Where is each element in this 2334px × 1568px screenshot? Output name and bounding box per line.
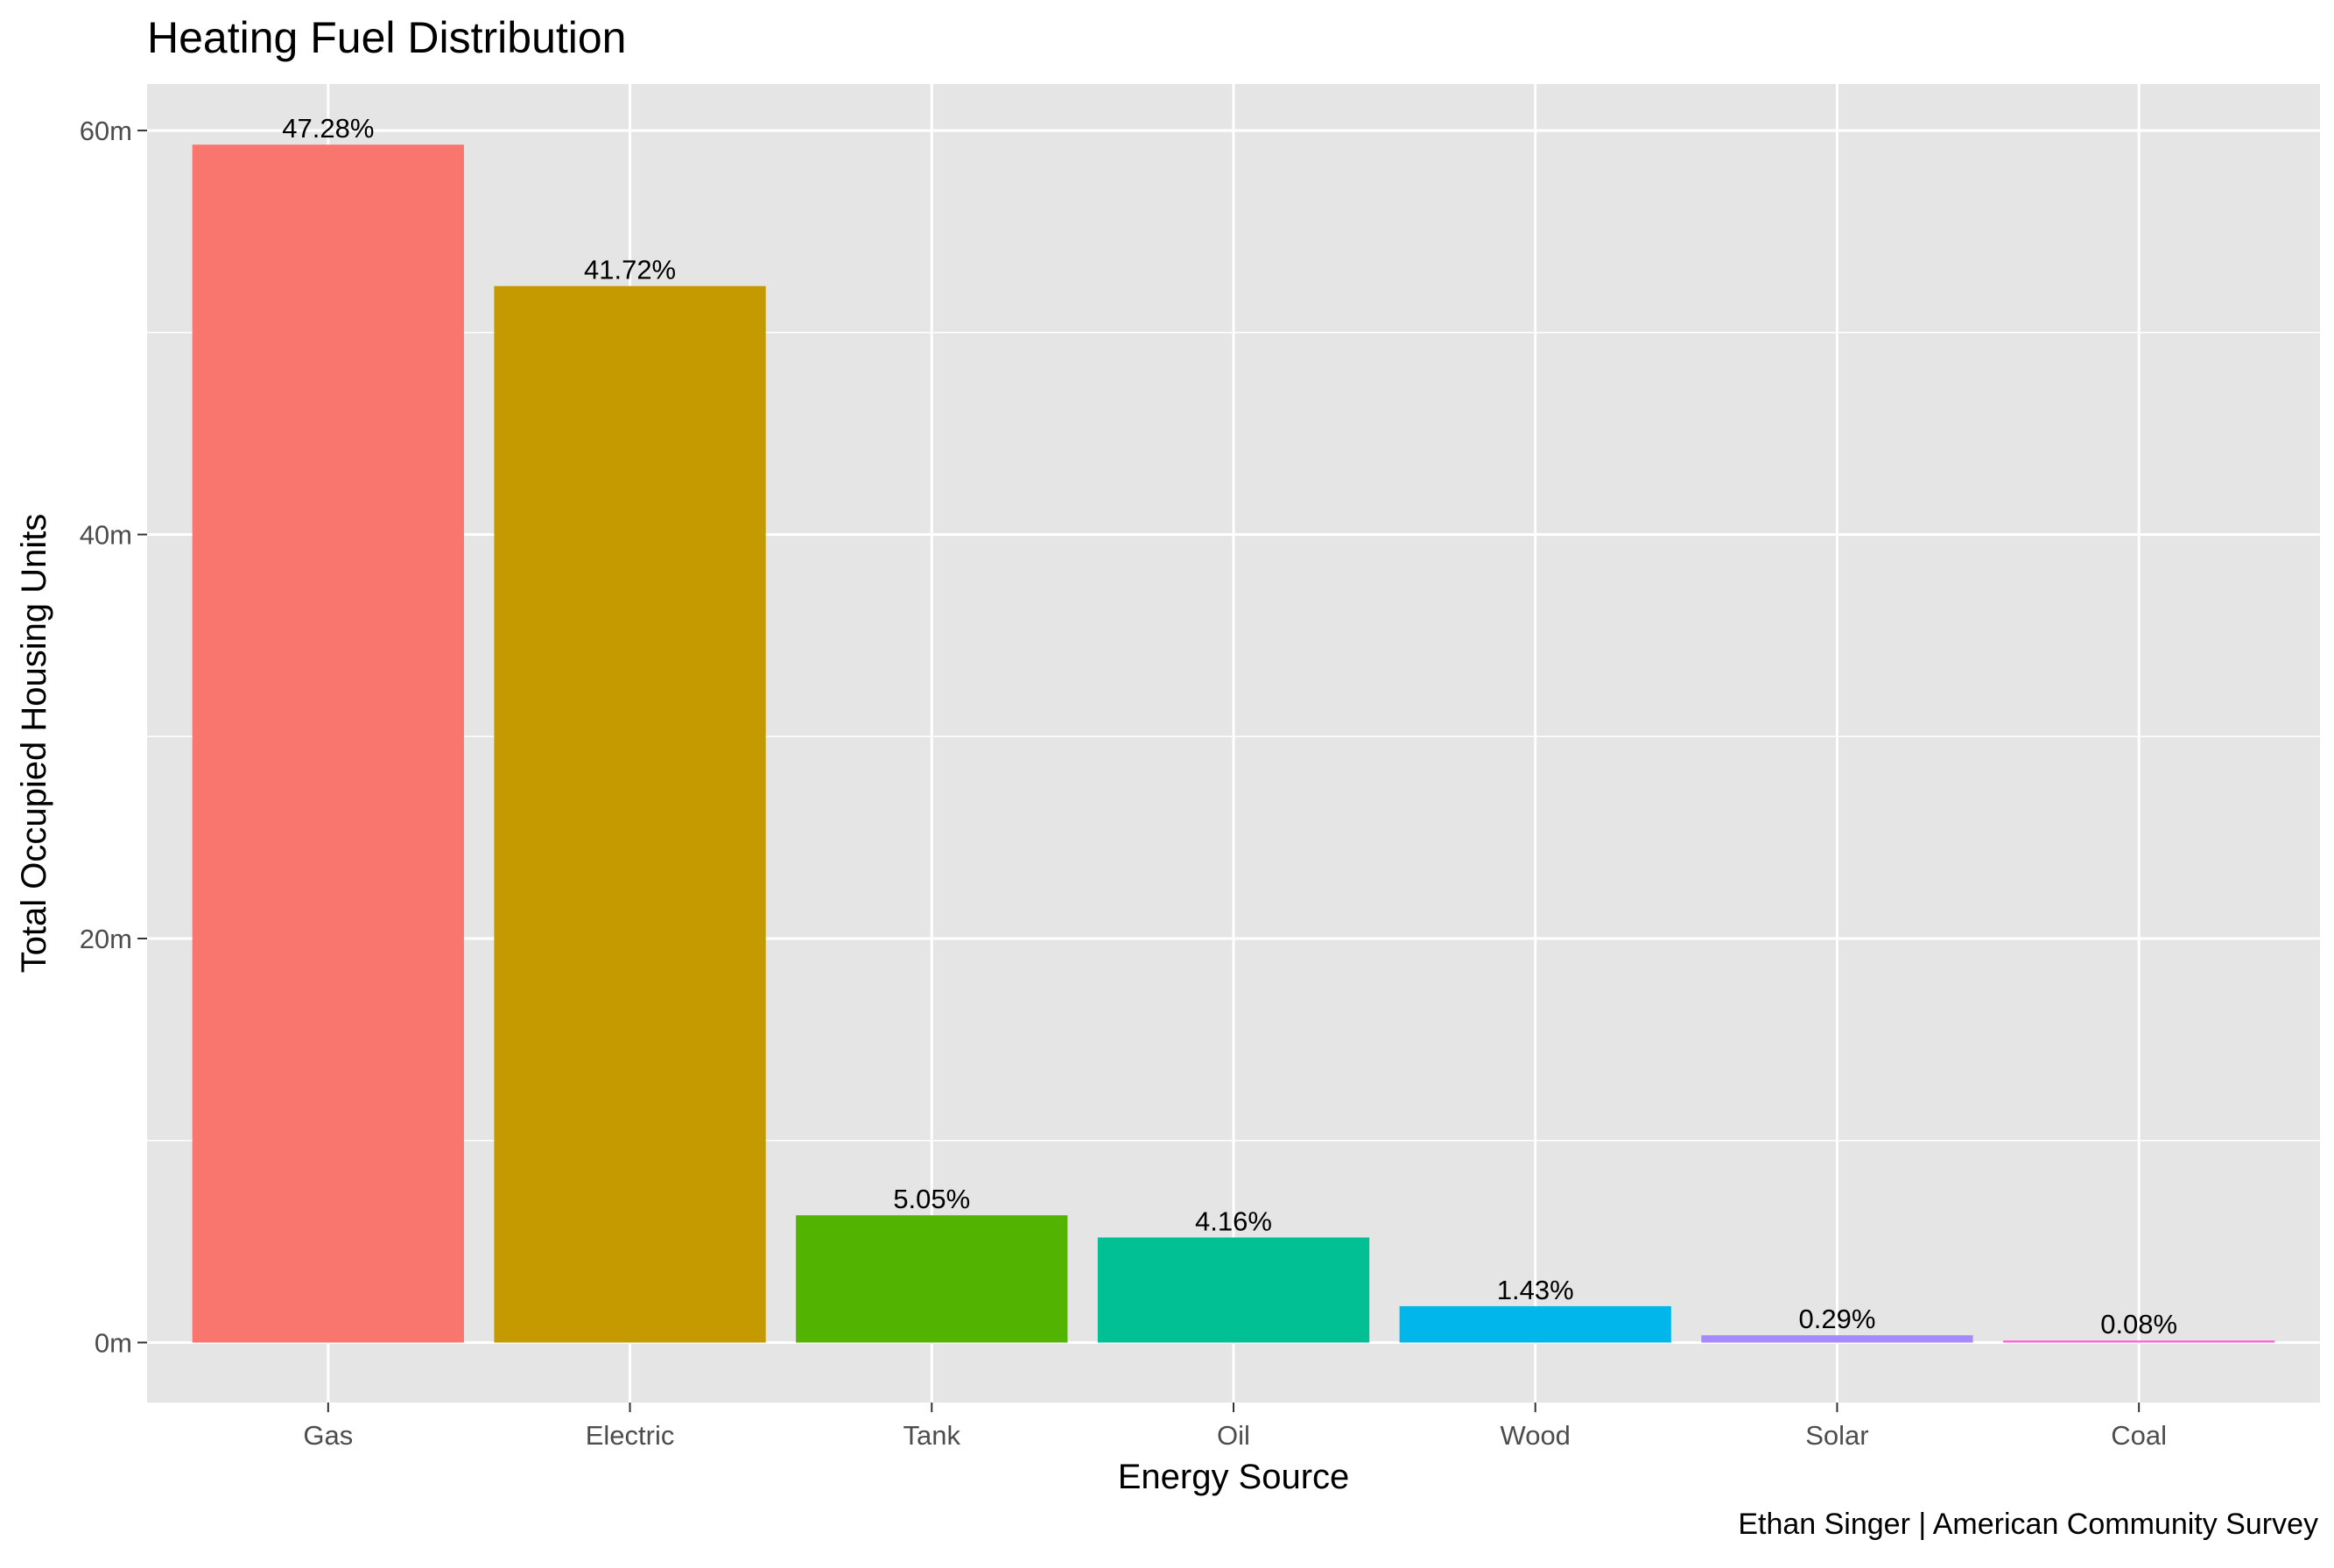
data-label: 5.05% [893, 1184, 970, 1214]
data-labels-group: 47.28% 41.72% 5.05% 4.16% 1.43% 0.29% 0.08% [282, 113, 2177, 1339]
bar-oil [1097, 1237, 1370, 1343]
y-axis-title: Total Occupied Housing Units [15, 514, 53, 974]
x-tick-label: Solar [1805, 1420, 1868, 1451]
x-tick-label: Oil [1217, 1420, 1250, 1451]
bar-solar [1701, 1335, 1973, 1343]
bar-gas [192, 144, 464, 1343]
data-label: 4.16% [1195, 1206, 1272, 1236]
y-tick-label: 20m [80, 924, 132, 954]
x-tick-label: Wood [1501, 1420, 1571, 1451]
data-label: 47.28% [282, 113, 374, 144]
x-tick-label: Tank [903, 1420, 961, 1451]
y-tick-label: 60m [80, 116, 132, 146]
x-axis-title: Energy Source [1118, 1458, 1350, 1496]
x-tick-label: Coal [2111, 1420, 2167, 1451]
y-tick-label: 0m [95, 1327, 132, 1358]
x-tick-label: Gas [303, 1420, 353, 1451]
chart-title: Heating Fuel Distribution [147, 13, 627, 62]
bar-tank [796, 1215, 1068, 1343]
data-label: 0.29% [1798, 1304, 1875, 1334]
x-axis: Gas Electric Tank Oil Wood Solar Coal [303, 1403, 2167, 1451]
data-label: 1.43% [1497, 1275, 1574, 1305]
data-label: 41.72% [584, 255, 676, 285]
x-tick-label: Electric [586, 1420, 675, 1451]
y-tick-label: 40m [80, 520, 132, 551]
y-axis: 0m 20m 40m 60m [80, 116, 147, 1358]
bar-wood [1399, 1305, 1671, 1343]
bar-coal [2003, 1340, 2275, 1343]
bars-group [192, 144, 2275, 1343]
chart-caption: Ethan Singer | American Community Survey [1738, 1508, 2318, 1541]
data-label: 0.08% [2100, 1309, 2177, 1339]
bar-electric [494, 285, 766, 1343]
